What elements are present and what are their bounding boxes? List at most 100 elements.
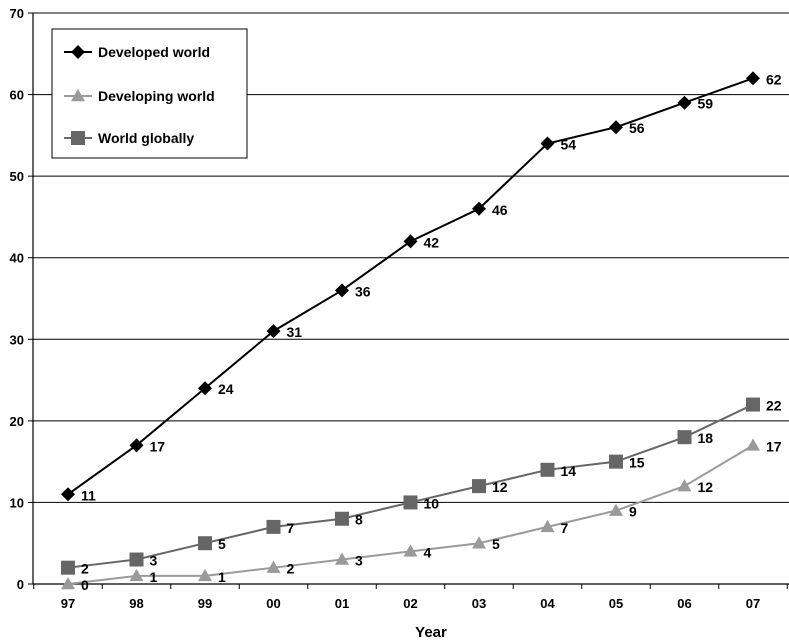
series-line (67, 444, 754, 585)
data-point (677, 479, 692, 492)
data-point (266, 324, 281, 339)
data-label: 36 (355, 283, 371, 299)
data-point (61, 560, 75, 575)
data-point (129, 568, 144, 582)
data-label: 15 (629, 455, 645, 471)
data-label: 10 (424, 495, 440, 511)
data-point (609, 503, 623, 516)
legend: Developed world Developing world World glo… (51, 28, 248, 159)
data-label: 17 (150, 438, 166, 454)
data-label: 3 (355, 553, 363, 569)
x-tick-label: 05 (609, 596, 623, 611)
data-label: 11 (81, 487, 96, 503)
series-developed-world (61, 71, 760, 502)
data-point (403, 495, 418, 510)
y-tick-label: 20 (10, 414, 24, 429)
data-point (677, 95, 692, 110)
data-point (540, 462, 555, 477)
legend-item: Developing world (64, 88, 215, 104)
data-label: 17 (766, 438, 782, 454)
data-label: 5 (218, 536, 226, 552)
data-point (198, 568, 212, 582)
data-label: 31 (287, 324, 303, 340)
data-point (677, 430, 692, 445)
x-tick-label: 99 (198, 596, 212, 611)
legend-item: Developed world (64, 44, 210, 60)
data-label: 0 (81, 577, 89, 593)
data-point (472, 536, 486, 549)
data-label: 46 (492, 202, 508, 218)
data-label: 54 (561, 137, 577, 153)
data-point (609, 120, 623, 135)
data-point (472, 479, 486, 494)
legend-label: Developed world (98, 44, 210, 60)
data-label: 1 (150, 569, 158, 585)
data-point (61, 577, 75, 590)
data-label: 7 (561, 520, 569, 536)
data-point (198, 536, 212, 551)
x-tick-label: 01 (335, 596, 349, 611)
data-label: 59 (698, 96, 714, 112)
data-label: 4 (424, 544, 432, 560)
data-label: 56 (629, 120, 645, 136)
legend-marker (71, 131, 85, 145)
y-tick-label: 10 (10, 495, 24, 510)
data-point (266, 519, 281, 534)
data-label: 8 (355, 512, 363, 528)
x-tick-label: 04 (540, 596, 555, 611)
data-label: 2 (81, 561, 89, 577)
data-label: 62 (766, 71, 782, 87)
data-point (746, 71, 760, 86)
data-point (129, 552, 144, 567)
series (61, 71, 760, 590)
legend-label: World globally (98, 130, 194, 146)
legend-label: Developing world (98, 88, 215, 104)
data-point (198, 381, 212, 396)
data-point (335, 511, 349, 526)
data-label: 2 (287, 561, 295, 577)
data-label: 5 (492, 536, 500, 552)
x-tick-label: 07 (746, 596, 760, 611)
data-point (746, 397, 760, 412)
data-point (540, 136, 555, 151)
data-label: 42 (424, 234, 440, 250)
data-point (266, 560, 281, 573)
y-tick-label: 50 (10, 169, 24, 184)
data-label: 7 (287, 520, 295, 536)
data-point (61, 487, 75, 502)
data-label: 24 (218, 381, 234, 397)
data-label: 18 (698, 430, 714, 446)
legend-item: World globally (64, 130, 194, 146)
data-point (472, 201, 486, 216)
y-tick-label: 70 (10, 6, 24, 21)
data-label: 12 (492, 479, 508, 495)
data-point (335, 552, 349, 565)
y-tick-label: 0 (17, 577, 24, 592)
y-tick-label: 40 (10, 251, 24, 266)
x-tick-label: 00 (266, 596, 280, 611)
data-label: 14 (561, 463, 577, 479)
series-line (67, 403, 754, 569)
x-tick-label: 03 (472, 596, 486, 611)
y-axis-ticks: 0 10 20 30 40 50 60 70 (10, 6, 33, 592)
data-point (403, 544, 418, 557)
data-label: 3 (150, 553, 158, 569)
x-axis-title: Year (415, 624, 447, 641)
x-axis-ticks: 97 98 99 00 01 02 03 04 05 06 07 (33, 584, 788, 611)
data-point (609, 454, 623, 469)
data-label: 12 (698, 479, 714, 495)
data-label: 22 (766, 398, 782, 414)
series-world-globally (61, 397, 760, 575)
x-tick-label: 97 (61, 596, 75, 611)
x-tick-label: 98 (129, 596, 143, 611)
data-label: 9 (629, 504, 637, 520)
legend-marker (71, 45, 85, 59)
data-point (129, 438, 144, 453)
legend-marker (71, 89, 85, 102)
x-tick-label: 06 (677, 596, 691, 611)
y-tick-label: 60 (10, 88, 24, 103)
data-label: 1 (218, 569, 226, 585)
data-point (746, 438, 760, 451)
